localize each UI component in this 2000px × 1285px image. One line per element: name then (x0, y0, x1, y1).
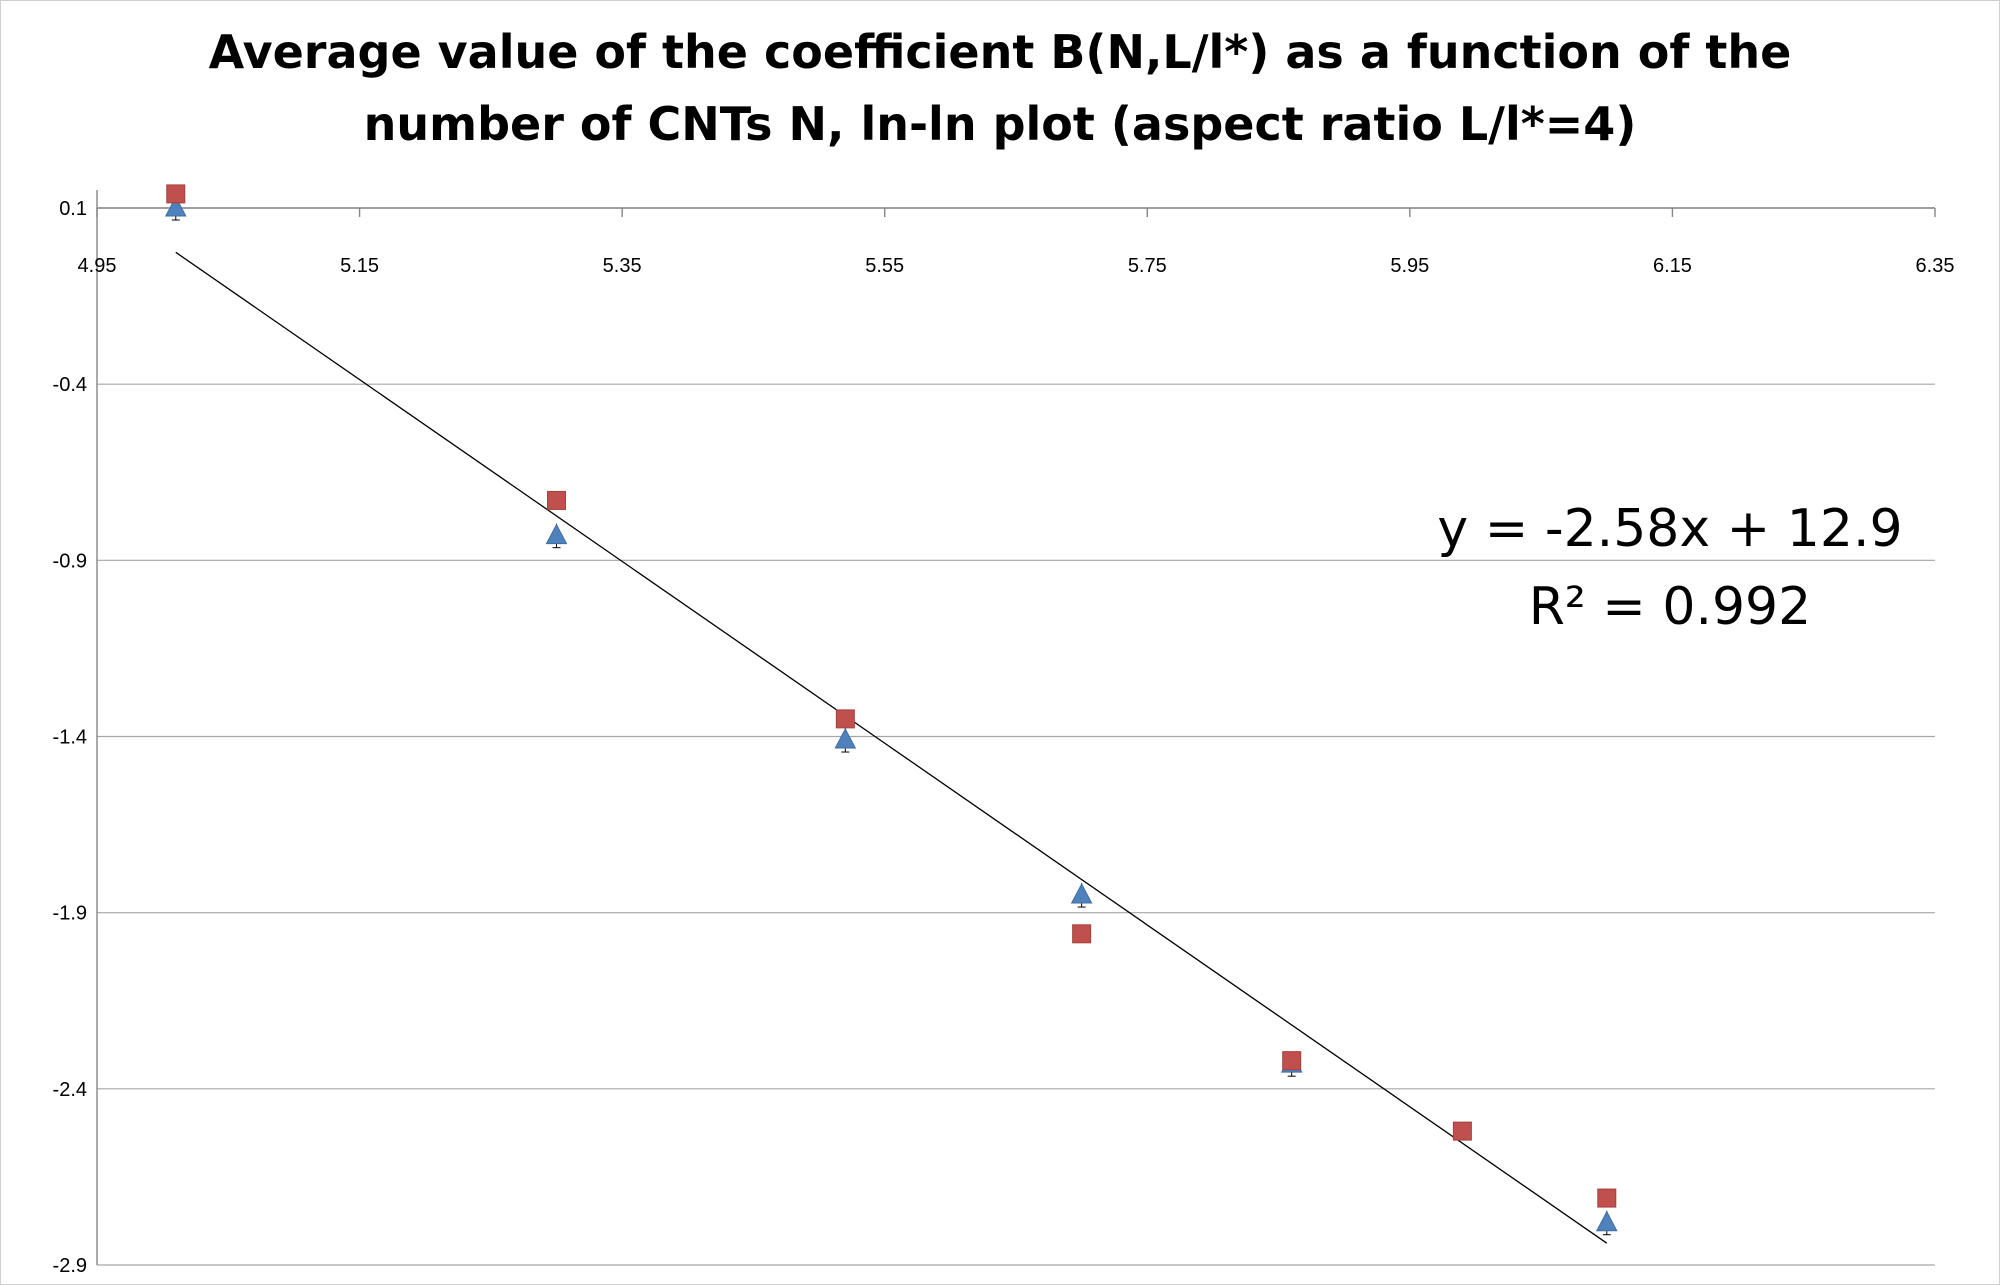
x-tick-label: 5.95 (1390, 255, 1429, 277)
square-marker (1072, 924, 1092, 944)
x-tick-label: 5.75 (1128, 255, 1167, 277)
triangle-marker (834, 727, 857, 749)
trendline-layer (175, 251, 1608, 1244)
x-tick-label: 4.95 (78, 255, 117, 277)
y-tick-labels: 0.1 -0.4 -0.9 -1.4 -1.9 -2.4 -2.9 (53, 198, 87, 1277)
triangle-marker (1595, 1210, 1618, 1232)
x-tick-label: 5.55 (865, 255, 904, 277)
square-marker (835, 709, 855, 729)
y-tick-label: -0.9 (53, 550, 87, 572)
x-tick-label: 6.35 (1916, 255, 1955, 277)
data-markers (164, 184, 1618, 1236)
y-tick-label: -2.4 (53, 1079, 87, 1101)
y-tick-label: -0.4 (53, 374, 87, 396)
triangle-marker (545, 523, 568, 545)
x-tick-labels: 4.95 5.15 5.35 5.55 5.75 5.95 6.15 6.35 (78, 255, 1955, 277)
chart-title-line-2: number of CNTs N, ln-ln plot (aspect rat… (363, 97, 1637, 151)
trendline (175, 251, 1608, 1244)
axes (96, 190, 1936, 1265)
chart-title-line-1: Average value of the coefficient B(N,L/l… (208, 25, 1792, 79)
y-tick-label: -2.9 (53, 1255, 87, 1277)
trendline-equation-text: y = -2.58x + 12.9 (1437, 499, 1903, 559)
square-marker (547, 490, 566, 510)
square-marker (1452, 1121, 1472, 1141)
triangle-marker (1070, 882, 1093, 904)
square-marker (166, 184, 186, 204)
x-tick-label: 5.35 (603, 255, 642, 277)
y-tick-label: -1.9 (53, 903, 87, 925)
trendline-r-squared-text: R² = 0.992 (1528, 577, 1812, 637)
triangle-marker (164, 195, 187, 217)
trendline-equation: y = -2.58x + 12.9 R² = 0.992 (1410, 490, 1930, 646)
square-marker (1282, 1051, 1302, 1071)
x-tick-label: 5.15 (340, 255, 379, 277)
gridlines (97, 207, 1935, 1266)
x-tick-label: 6.15 (1653, 255, 1692, 277)
square-marker (1597, 1188, 1617, 1208)
chart-title: Average value of the coefficient B(N,L/l… (0, 16, 2000, 160)
y-tick-label: 0.1 (59, 198, 87, 220)
y-tick-label: -1.4 (53, 727, 87, 749)
